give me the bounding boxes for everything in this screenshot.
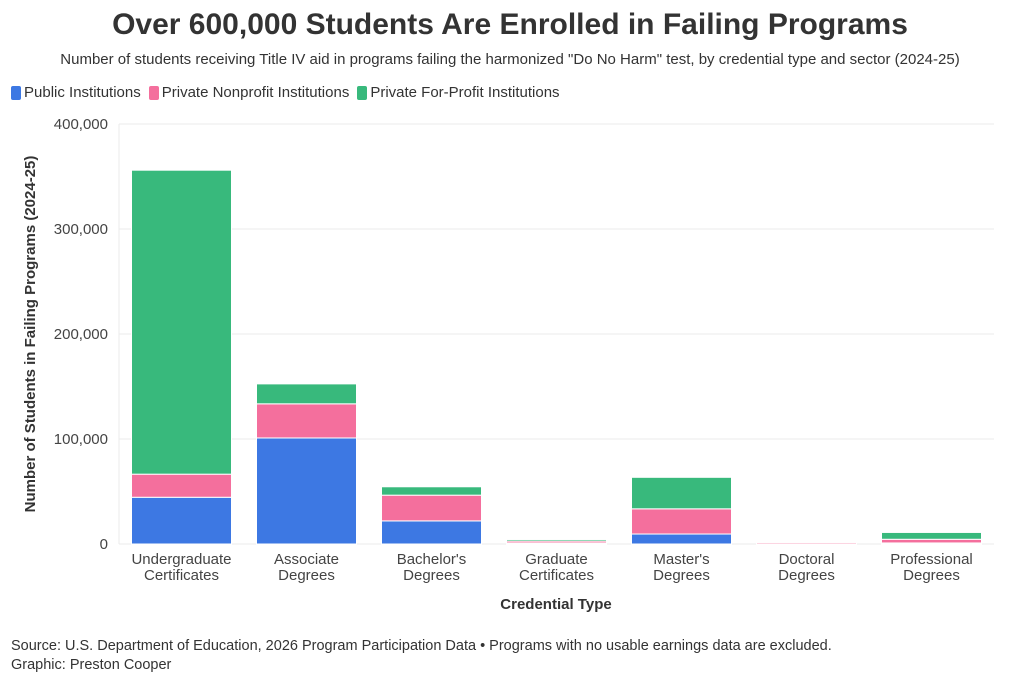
legend-swatch-private-nonprofit <box>148 85 159 100</box>
x-tick-label: Graduate <box>525 551 588 568</box>
legend: Public Institutions Private Nonprofit In… <box>11 84 568 101</box>
bar-segment[interactable] <box>381 486 482 496</box>
x-tick-label: Doctoral <box>779 551 835 568</box>
legend-label-private-nonprofit: Private Nonprofit Institutions <box>161 84 350 101</box>
y-tick-label: 200,000 <box>54 326 108 343</box>
x-tick-label: Bachelor's <box>397 551 467 568</box>
legend-item-private-nonprofit[interactable]: Private Nonprofit Institutions <box>148 84 350 101</box>
y-tick-label: 400,000 <box>54 116 108 133</box>
legend-swatch-public <box>11 85 21 100</box>
legend-item-public[interactable]: Public Institutions <box>11 84 141 101</box>
bar-segment[interactable] <box>506 538 607 542</box>
y-axis-label: Number of Students in Failing Programs (… <box>22 156 39 513</box>
chart-title: Over 600,000 Students Are Enrolled in Fa… <box>112 8 908 41</box>
y-tick-label: 300,000 <box>54 221 108 238</box>
x-tick-label: Degrees <box>653 567 710 584</box>
y-tick-label: 100,000 <box>54 431 108 448</box>
x-axis-label: Credential Type <box>500 596 611 613</box>
x-tick-label: Degrees <box>778 567 835 584</box>
footer: Source: U.S. Department of Education, 20… <box>11 637 832 675</box>
bar-segment[interactable] <box>631 476 732 510</box>
bar-segment[interactable] <box>256 403 357 439</box>
x-tick-label: Degrees <box>903 567 960 584</box>
y-tick-label: 0 <box>100 536 108 553</box>
bar-segment[interactable] <box>631 508 732 535</box>
x-tick-label: Undergraduate <box>131 551 231 568</box>
x-tick-label: Master's <box>653 551 709 568</box>
gridlines <box>118 123 994 545</box>
legend-label-private-for-profit: Private For-Profit Institutions <box>370 84 560 101</box>
bar-segment[interactable] <box>381 494 482 522</box>
bar-segment[interactable] <box>131 169 232 475</box>
x-tick-label: Degrees <box>403 567 460 584</box>
bar-segment[interactable] <box>131 473 232 498</box>
x-axis-ticks: UndergraduateCertificatesAssociateDegree… <box>131 551 972 584</box>
legend-swatch-private-for-profit <box>357 85 368 100</box>
x-tick-label: Degrees <box>278 567 335 584</box>
chart-subtitle: Number of students receiving Title IV ai… <box>60 51 960 68</box>
bar-segment[interactable] <box>881 538 982 544</box>
x-tick-label: Certificates <box>144 567 219 584</box>
x-tick-label: Certificates <box>519 567 594 584</box>
legend-label-public: Public Institutions <box>24 84 141 101</box>
bar-segment[interactable] <box>131 496 232 545</box>
bar-segment[interactable] <box>256 383 357 405</box>
bar-segment[interactable] <box>881 531 982 540</box>
credit-note: Graphic: Preston Cooper <box>11 657 172 673</box>
y-axis-ticks: 0 100,000 200,000 300,000 400,000 <box>54 116 108 553</box>
legend-item-private-for-profit[interactable]: Private For-Profit Institutions <box>357 84 560 101</box>
bar-segment[interactable] <box>381 520 482 545</box>
x-tick-label: Professional <box>890 551 973 568</box>
bar-segment[interactable] <box>256 437 357 545</box>
source-note: Source: U.S. Department of Education, 20… <box>11 638 832 654</box>
bar-segment[interactable] <box>631 533 732 545</box>
bars <box>131 169 982 545</box>
x-tick-label: Associate <box>274 551 339 568</box>
